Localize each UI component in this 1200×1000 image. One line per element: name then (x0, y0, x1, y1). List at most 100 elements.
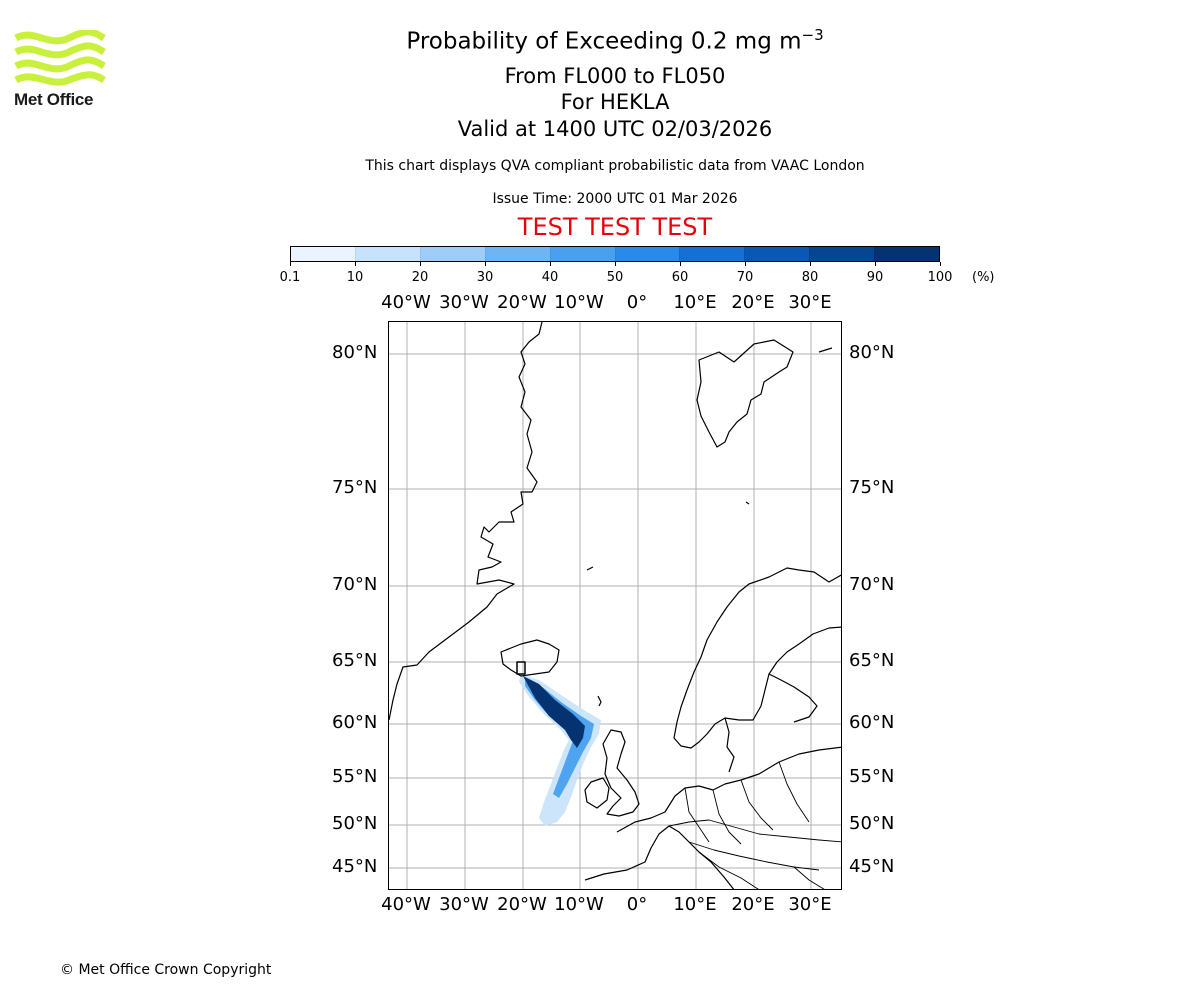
plume-low-probability (519, 674, 601, 826)
colorbar-tick-mark (550, 262, 551, 266)
valid-time: Valid at 1400 UTC 02/03/2026 (457, 117, 773, 141)
latitude-label: 75°N (332, 477, 378, 498)
iceland-coastline (500, 639, 560, 677)
colorbar-unit: (%) (972, 270, 995, 285)
hekla-marker (516, 661, 526, 675)
colorbar-tick-label: 10 (346, 270, 364, 285)
chart-title: Probability of Exceeding 0.2 mg m−3 (0, 26, 1200, 55)
latitude-label: 45°N (332, 856, 378, 877)
colorbar-tick-label: 100 (927, 270, 953, 285)
colorbar-segment (484, 247, 550, 261)
franz-josef (818, 347, 833, 353)
longitude-label: 0° (626, 292, 648, 313)
scandinavia-coastline (673, 567, 841, 749)
colorbar-tick-mark (420, 262, 421, 266)
coastlines (389, 322, 841, 889)
longitude-label: 10°W (554, 292, 604, 313)
latitude-label: 65°N (849, 650, 895, 671)
colorbar-segment (614, 247, 680, 261)
latitude-label: 55°N (849, 766, 895, 787)
colorbar-segment (809, 247, 875, 261)
title-text: Probability of Exceeding 0.2 mg m (406, 28, 802, 55)
colorbar-tick-mark (745, 262, 746, 266)
colorbar (290, 246, 940, 262)
colorbar-tick-mark (290, 262, 291, 266)
colorbar-tick-mark (355, 262, 356, 266)
colorbar-segment (744, 247, 810, 261)
colorbar-tick-label: 30 (476, 270, 494, 285)
colorbar-tick-label: 60 (671, 270, 689, 285)
plume-high-probability (523, 676, 585, 748)
colorbar-tick-mark (810, 262, 811, 266)
faroe-islands (597, 695, 602, 707)
map-canvas (389, 322, 841, 889)
latitude-label: 70°N (849, 574, 895, 595)
colorbar-tick-label: 50 (606, 270, 624, 285)
colorbar-tick-label: 0.1 (279, 270, 301, 285)
logo-wordmark: Met Office (14, 90, 94, 109)
longitude-label: 10°E (673, 894, 717, 915)
longitude-label: 20°E (731, 894, 775, 915)
colorbar-segment (549, 247, 615, 261)
test-banner: TEST TEST TEST (517, 213, 713, 241)
colorbar-tick-mark (485, 262, 486, 266)
colorbar-tick-label: 70 (736, 270, 754, 285)
colorbar-tick-mark (875, 262, 876, 266)
latitude-label: 60°N (332, 712, 378, 733)
met-office-logo: Met Office (14, 28, 106, 112)
longitude-label: 30°W (439, 894, 489, 915)
longitude-label: 30°E (788, 894, 832, 915)
volcano-name: For HEKLA (560, 90, 670, 114)
met-office-wave-icon (14, 28, 106, 86)
latitude-label: 65°N (332, 650, 378, 671)
colorbar-tick-label: 20 (411, 270, 429, 285)
colorbar-segment (354, 247, 420, 261)
issue-time: Issue Time: 2000 UTC 01 Mar 2026 (492, 191, 738, 207)
colorbar-tick-mark (680, 262, 681, 266)
jan-mayen (586, 566, 594, 571)
map-panel[interactable] (388, 321, 842, 890)
finland-coast (768, 673, 818, 723)
latitude-label: 50°N (332, 813, 378, 834)
bear-island (745, 501, 750, 505)
sweden-coast (724, 717, 735, 773)
title-superscript: −3 (801, 26, 824, 44)
ash-plume (519, 674, 601, 826)
colorbar-segment (291, 247, 355, 261)
latitude-label: 80°N (849, 342, 895, 363)
level-range: From FL000 to FL050 (504, 64, 726, 88)
colorbar-tick-label: 40 (541, 270, 559, 285)
colorbar-segment (874, 247, 940, 261)
uk-coastline (602, 729, 640, 817)
colorbar-tick-mark (615, 262, 616, 266)
longitude-label: 20°W (497, 894, 547, 915)
latitude-label: 60°N (849, 712, 895, 733)
longitude-label: 0° (626, 894, 648, 915)
copyright: © Met Office Crown Copyright (60, 962, 272, 978)
colorbar-tick-label: 90 (866, 270, 884, 285)
greenland-coastline (389, 322, 543, 721)
country-borders (668, 761, 841, 889)
plume-mid-probability (525, 678, 594, 798)
longitude-label: 30°W (439, 292, 489, 313)
svalbard-coastline (696, 339, 794, 448)
longitude-label: 10°E (673, 292, 717, 313)
chart-description: This chart displays QVA compliant probab… (365, 158, 865, 174)
longitude-label: 40°W (381, 894, 431, 915)
latitude-label: 75°N (849, 477, 895, 498)
latitude-label: 55°N (332, 766, 378, 787)
ireland-coastline (584, 777, 610, 809)
latitude-label: 70°N (332, 574, 378, 595)
longitude-label: 20°E (731, 292, 775, 313)
colorbar-segment (679, 247, 745, 261)
europe-west-coast (584, 825, 735, 889)
colorbar-tick-mark (940, 262, 941, 266)
longitude-label: 30°E (788, 292, 832, 313)
graticule (389, 322, 841, 889)
longitude-label: 20°W (497, 292, 547, 313)
latitude-label: 80°N (332, 342, 378, 363)
colorbar-segment (419, 247, 485, 261)
europe-north-coast (616, 746, 841, 833)
colorbar-tick-label: 80 (801, 270, 819, 285)
longitude-label: 10°W (554, 894, 604, 915)
